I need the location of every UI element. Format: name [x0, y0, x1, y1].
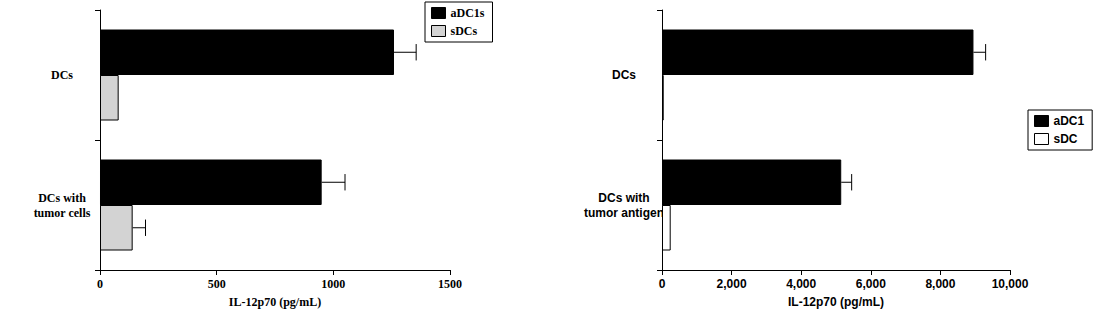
svg-text:DCs: DCs	[51, 68, 73, 82]
svg-text:10,000: 10,000	[992, 277, 1029, 291]
svg-text:4,000: 4,000	[786, 277, 816, 291]
svg-text:0: 0	[659, 277, 666, 291]
svg-text:DCs with: DCs with	[38, 191, 86, 205]
svg-text:aDC1s: aDC1s	[451, 6, 485, 20]
svg-text:IL-12p70 (pg/mL): IL-12p70 (pg/mL)	[788, 295, 884, 309]
svg-text:1000: 1000	[321, 277, 345, 291]
svg-text:DCs with: DCs with	[598, 191, 649, 205]
svg-text:500: 500	[208, 277, 226, 291]
svg-text:2,000: 2,000	[717, 277, 747, 291]
svg-text:6,000: 6,000	[856, 277, 886, 291]
svg-text:tumor cells: tumor cells	[34, 206, 91, 220]
svg-text:sDCs: sDCs	[451, 24, 478, 38]
svg-text:IL-12p70 (pg/mL): IL-12p70 (pg/mL)	[229, 295, 321, 309]
svg-text:aDC1: aDC1	[1054, 114, 1085, 128]
svg-text:sDC: sDC	[1054, 132, 1078, 146]
svg-text:8,000: 8,000	[925, 277, 955, 291]
svg-text:1500: 1500	[438, 277, 462, 291]
svg-text:DCs: DCs	[612, 68, 636, 82]
svg-text:0: 0	[97, 277, 103, 291]
svg-text:tumor antigen: tumor antigen	[584, 206, 664, 220]
